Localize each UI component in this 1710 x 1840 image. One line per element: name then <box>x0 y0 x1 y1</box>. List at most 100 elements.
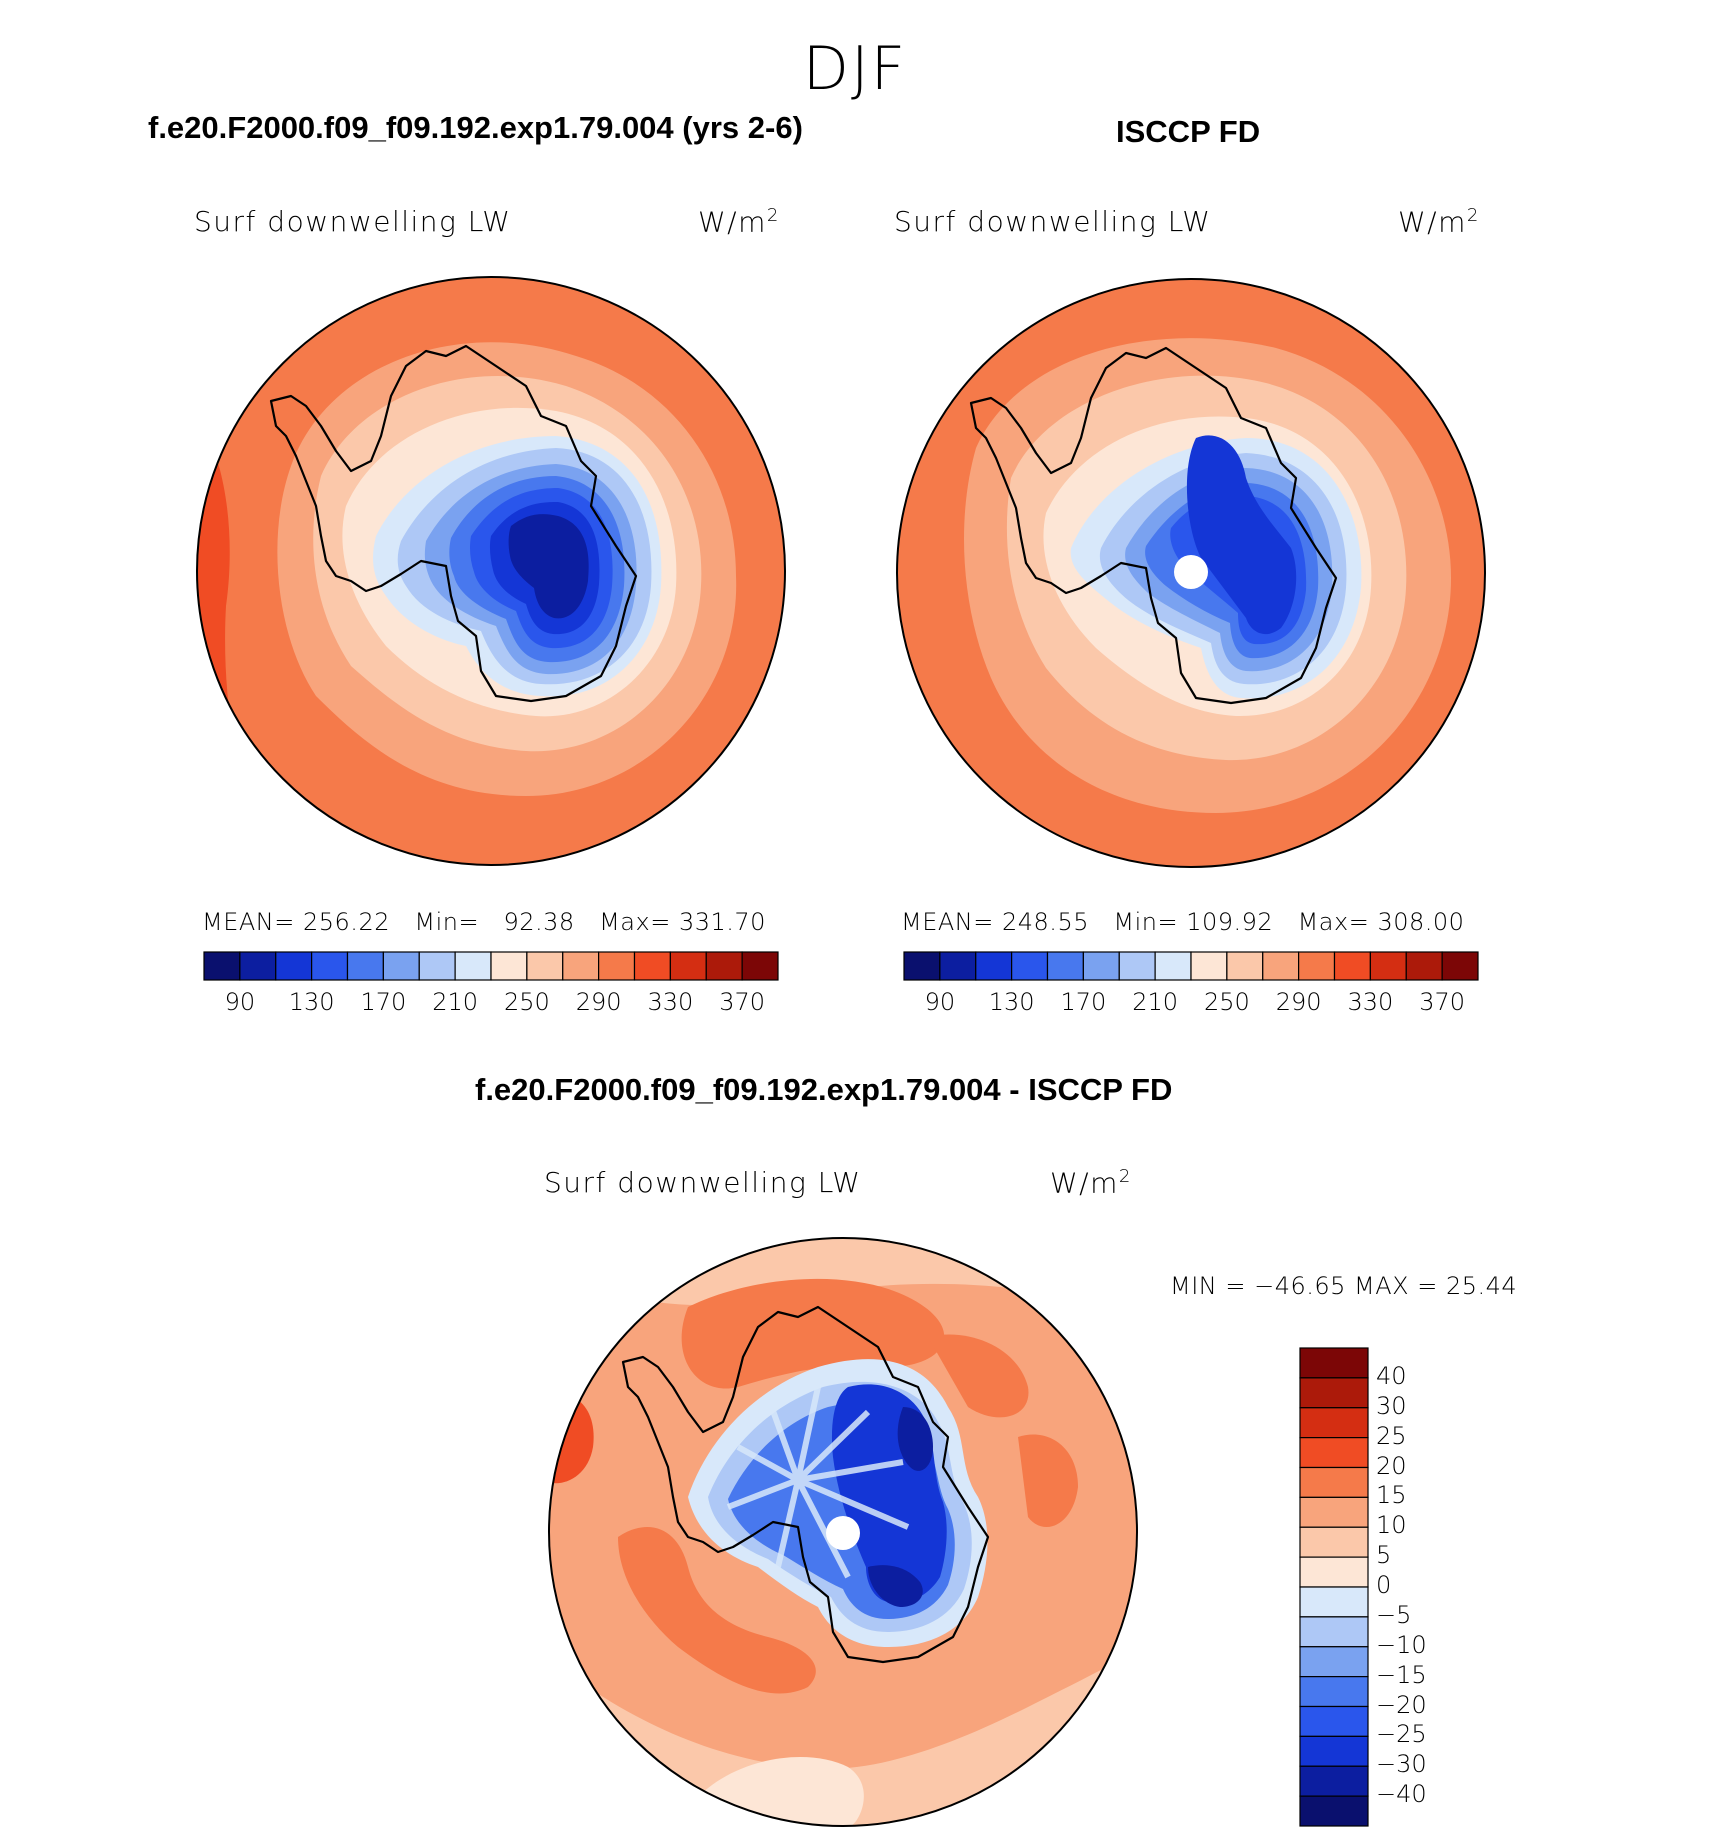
colorbar-swatch <box>1299 1705 1369 1737</box>
panel-2-title: ISCCP FD <box>1116 114 1261 149</box>
colorbar-swatch <box>903 951 941 981</box>
colorbar-tick-label: 15 <box>1376 1481 1407 1510</box>
colorbar-tick-label: 20 <box>1376 1451 1407 1480</box>
panel-2-band-130 <box>1186 435 1297 635</box>
colorbar-tick-label: −5 <box>1376 1600 1412 1629</box>
colorbar-swatch <box>562 951 600 981</box>
colorbar-swatch <box>669 951 707 981</box>
colorbar-swatch <box>1226 951 1264 981</box>
panel-2-stats: MEAN= 248.55 Min= 109.92 Max= 308.00 <box>901 908 1465 936</box>
panel-2-mean: 248.55 <box>1002 908 1089 936</box>
panel-2-map <box>896 278 1486 868</box>
panel-1-min: 92.38 <box>503 908 575 936</box>
colorbar-swatch <box>1190 951 1228 981</box>
colorbar-swatch <box>1299 1646 1369 1678</box>
colorbar-tick-label: −30 <box>1376 1750 1427 1779</box>
diff-coastline <box>621 1305 990 1664</box>
panel-1-coastline <box>269 344 638 703</box>
colorbar-tick-label: 0 <box>1376 1571 1392 1599</box>
colorbar-tick-label: −20 <box>1376 1690 1427 1719</box>
colorbar-swatch <box>203 951 241 981</box>
diff-ice-minus40-b <box>868 1565 923 1607</box>
colorbar-swatch <box>1046 951 1084 981</box>
colorbar-tick-label: 10 <box>1376 1511 1407 1540</box>
colorbar-swatch <box>1011 951 1049 981</box>
panel-2-pole-hole <box>1174 555 1208 589</box>
colorbar-swatch <box>1333 951 1371 981</box>
colorbar-swatch <box>975 951 1013 981</box>
colorbar-swatch <box>346 951 384 981</box>
panel-1-variable-label: Surf downwelling LW <box>194 205 512 238</box>
colorbar-swatch <box>311 951 349 981</box>
diff-ice-minus40 <box>897 1407 933 1471</box>
diff-map <box>548 1237 1138 1827</box>
diff-island <box>630 1279 644 1289</box>
diff-minmax: MIN = −46.65 MAX = 25.44 <box>1170 1272 1518 1300</box>
colorbar-swatch <box>1299 1765 1369 1797</box>
diff-warm-patch-2 <box>928 1334 1029 1418</box>
colorbar-swatch <box>1299 1496 1369 1528</box>
panel-1-map-border <box>196 276 786 866</box>
colorbar-swatch <box>1299 1795 1369 1827</box>
colorbar-swatch <box>1299 1407 1369 1439</box>
colorbar-swatch <box>633 951 671 981</box>
colorbar-swatch <box>1154 951 1192 981</box>
colorbar-tick-label: 250 <box>503 988 550 1016</box>
panel-1-map <box>196 276 786 866</box>
panel-1-band-110 <box>508 514 589 619</box>
colorbar-tick-label: 40 <box>1376 1361 1407 1390</box>
colorbar-tick-label: 5 <box>1376 1541 1392 1570</box>
colorbar-swatch <box>454 951 492 981</box>
colorbar-tick-label: −25 <box>1376 1720 1427 1749</box>
colorbar-tick-label: −10 <box>1376 1630 1427 1659</box>
diff-variable-label: Surf downwelling LW <box>544 1166 862 1199</box>
colorbar-tick-label: 370 <box>1419 988 1466 1016</box>
colorbar-tick-label: 290 <box>575 988 622 1016</box>
panel-1-mean: 256.22 <box>303 908 390 936</box>
panel-1-units: W/m2 <box>698 205 780 239</box>
panel-2-map-border <box>896 278 1486 868</box>
colorbar-swatch <box>1118 951 1156 981</box>
colorbar-swatch <box>1299 1526 1369 1558</box>
panel-1-island <box>278 318 292 328</box>
colorbar-swatch <box>418 951 456 981</box>
colorbar-swatch <box>1298 951 1336 981</box>
colorbar-tick-label: 170 <box>360 988 407 1016</box>
colorbar-swatch <box>1082 951 1120 981</box>
colorbar-tick-label: 90 <box>924 988 956 1016</box>
colorbar-swatch <box>1299 1676 1369 1708</box>
colorbar-tick-label: 210 <box>432 988 479 1016</box>
panel-2-min: 109.92 <box>1186 908 1274 936</box>
diff-colorbar <box>1299 1347 1369 1827</box>
diff-map-border <box>548 1237 1138 1827</box>
panel-1-colorbar <box>203 951 779 981</box>
colorbar-swatch <box>1299 1556 1369 1588</box>
colorbar-swatch <box>239 951 277 981</box>
colorbar-tick-label: 90 <box>224 988 256 1016</box>
colorbar-tick-label: 130 <box>988 988 1035 1016</box>
diff-warm-patch-3 <box>618 1527 816 1694</box>
panel-2-coastline <box>969 346 1338 705</box>
colorbar-swatch <box>598 951 636 981</box>
colorbar-tick-label: 370 <box>719 988 766 1016</box>
colorbar-swatch <box>1441 951 1479 981</box>
colorbar-swatch <box>275 951 313 981</box>
colorbar-tick-label: −15 <box>1376 1660 1427 1689</box>
panel-2-max: 308.00 <box>1377 908 1465 936</box>
colorbar-swatch <box>526 951 564 981</box>
panel-1-stats: MEAN= 256.22 Min= 92.38 Max= 331.70 <box>202 908 766 936</box>
colorbar-swatch <box>1299 1437 1369 1469</box>
diff-radial-streaks <box>726 1386 910 1579</box>
colorbar-tick-label: 170 <box>1060 988 1107 1016</box>
colorbar-tick-label: 290 <box>1275 988 1322 1016</box>
colorbar-tick-label: 210 <box>1132 988 1179 1016</box>
colorbar-tick-label: 330 <box>1347 988 1394 1016</box>
panel-2-variable-label: Surf downwelling LW <box>894 205 1212 238</box>
colorbar-swatch <box>1369 951 1407 981</box>
diff-units: W/m2 <box>1050 1166 1132 1200</box>
panel-2-units: W/m2 <box>1398 205 1480 239</box>
colorbar-swatch <box>705 951 743 981</box>
panel-2-island <box>978 320 992 330</box>
colorbar-swatch <box>741 951 779 981</box>
panel-1-max: 331.70 <box>678 908 766 936</box>
